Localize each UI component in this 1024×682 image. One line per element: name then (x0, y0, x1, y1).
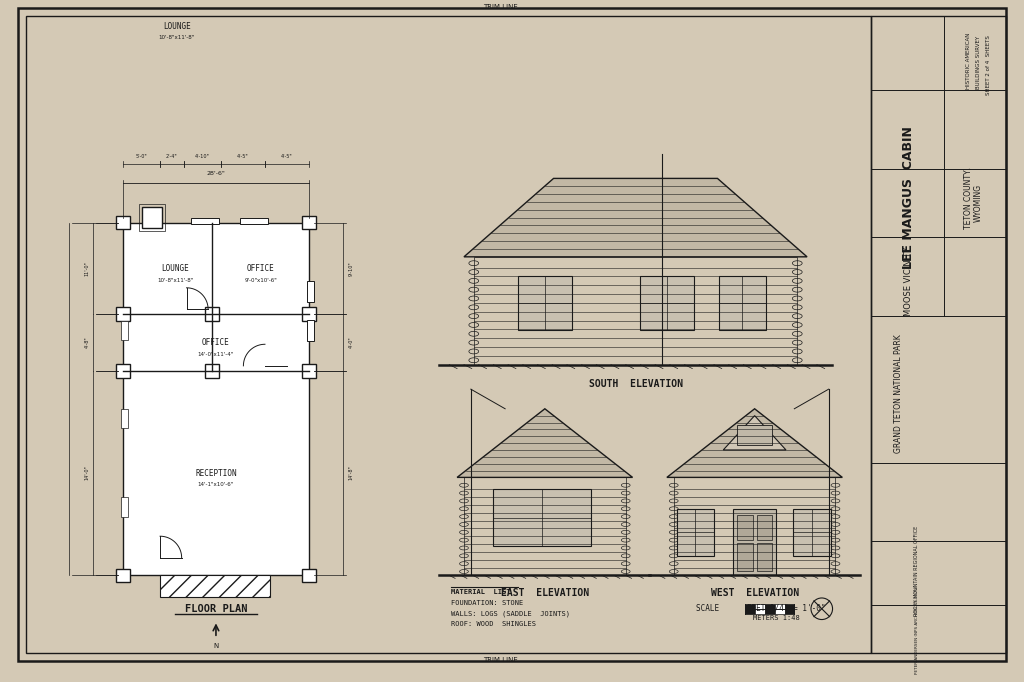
Bar (765, 604, 775, 614)
Bar (719, 276, 766, 330)
Bar (116, 569, 130, 582)
Text: TRIM LINE: TRIM LINE (483, 657, 517, 663)
Text: LEE MANGUS  CABIN: LEE MANGUS CABIN (901, 127, 914, 269)
Bar (123, 222, 309, 576)
Text: PETER ANDERSEN (NPS ARCHITECTS-1979): PETER ANDERSEN (NPS ARCHITECTS-1979) (914, 585, 919, 674)
Polygon shape (457, 409, 633, 477)
Bar (302, 364, 316, 378)
Polygon shape (723, 415, 786, 450)
Bar (784, 604, 795, 614)
Text: TETON COUNTY,: TETON COUNTY, (965, 167, 973, 229)
Text: 10'-8"x11'-8": 10'-8"x11'-8" (157, 278, 194, 282)
Text: EAST  ELEVATION: EAST ELEVATION (501, 588, 589, 598)
Text: MOOSE VICINITY: MOOSE VICINITY (903, 247, 912, 316)
Bar (757, 515, 772, 540)
Text: OFFICE: OFFICE (247, 264, 274, 273)
Bar (737, 543, 753, 571)
Bar (302, 569, 316, 582)
Text: BUILDINGS SURVEY: BUILDINGS SURVEY (976, 36, 981, 89)
Bar (206, 364, 219, 378)
Text: MATERIAL  LIST: MATERIAL LIST (452, 589, 511, 595)
Bar (116, 364, 130, 378)
Text: 5'-0": 5'-0" (135, 154, 147, 159)
Text: LOUNGE: LOUNGE (163, 22, 190, 31)
Text: WYOMING: WYOMING (974, 184, 983, 222)
Text: 28'-6": 28'-6" (207, 171, 225, 177)
Text: WALLS: LOGS (SADDLE  JOINTS): WALLS: LOGS (SADDLE JOINTS) (452, 610, 570, 617)
Text: SOUTH  ELEVATION: SOUTH ELEVATION (589, 379, 683, 389)
Text: SHEET 2 of 4  SHEETS: SHEET 2 of 4 SHEETS (986, 35, 991, 95)
Bar (302, 216, 316, 229)
Text: 14'-1"x10'-6": 14'-1"x10'-6" (198, 482, 234, 488)
Text: 10'-8"x11'-8": 10'-8"x11'-8" (159, 35, 195, 40)
Polygon shape (667, 409, 843, 477)
Bar (307, 320, 314, 341)
Bar (26, 16, 870, 653)
Bar (474, 257, 798, 365)
Text: 4'-10": 4'-10" (195, 154, 210, 159)
Text: 4'-8": 4'-8" (85, 337, 89, 349)
Text: 14'-0"x11'-4": 14'-0"x11'-4" (198, 352, 234, 357)
Text: FLOOR PLAN: FLOOR PLAN (184, 604, 247, 614)
Text: 14'-8": 14'-8" (348, 466, 353, 480)
Bar (142, 207, 162, 228)
Text: METERS 1:48: METERS 1:48 (753, 614, 800, 621)
Text: 4'-5": 4'-5" (282, 154, 293, 159)
Text: 11'-0": 11'-0" (85, 261, 89, 276)
Text: WEST  ELEVATION: WEST ELEVATION (711, 588, 799, 598)
Text: 2'-4": 2'-4" (166, 154, 177, 159)
Bar (674, 477, 836, 576)
Text: 4'-5": 4'-5" (238, 154, 249, 159)
Text: GRAND TETON NATIONAL PARK: GRAND TETON NATIONAL PARK (894, 335, 903, 454)
Polygon shape (464, 179, 807, 257)
Text: 9'-10": 9'-10" (348, 261, 353, 276)
Bar (307, 280, 314, 302)
Bar (302, 308, 316, 321)
Bar (640, 276, 694, 330)
Bar (494, 489, 592, 546)
Text: 4'-0": 4'-0" (348, 337, 353, 349)
Bar (518, 276, 571, 330)
Text: SCALE      FEET 1/4" = 1'-0": SCALE FEET 1/4" = 1'-0" (696, 604, 825, 612)
Text: RECEPTION: RECEPTION (196, 469, 237, 477)
Text: FOUNDATION: STONE: FOUNDATION: STONE (452, 600, 523, 606)
Bar (241, 218, 268, 224)
Bar (121, 409, 128, 428)
Bar (737, 426, 772, 445)
Bar (464, 477, 626, 576)
Bar (139, 204, 165, 231)
Bar (160, 576, 270, 597)
Bar (755, 604, 765, 614)
Text: OFFICE: OFFICE (202, 338, 229, 347)
Bar (757, 543, 772, 571)
Bar (737, 515, 753, 540)
Text: N: N (213, 643, 218, 649)
Bar (775, 604, 784, 614)
Text: ROCKY MOUNTAIN REGIONAL OFFICE: ROCKY MOUNTAIN REGIONAL OFFICE (914, 525, 920, 616)
Bar (116, 308, 130, 321)
Text: LOUNGE: LOUNGE (161, 264, 188, 273)
Bar (121, 321, 128, 340)
Bar (677, 509, 714, 556)
Bar (121, 497, 128, 516)
Bar (191, 218, 219, 224)
Bar (794, 509, 830, 556)
Bar (206, 308, 219, 321)
Bar (116, 216, 130, 229)
Text: ROOF: WOOD  SHINGLES: ROOF: WOOD SHINGLES (452, 621, 537, 627)
Bar (745, 604, 755, 614)
Text: 9'-0"x10'-6": 9'-0"x10'-6" (245, 278, 278, 282)
Bar (870, 16, 1006, 653)
Text: 14'-0": 14'-0" (85, 466, 89, 480)
Bar (733, 509, 776, 576)
Text: TRIM LINE: TRIM LINE (483, 4, 517, 10)
Text: HISTORIC AMERICAN: HISTORIC AMERICAN (967, 33, 972, 89)
